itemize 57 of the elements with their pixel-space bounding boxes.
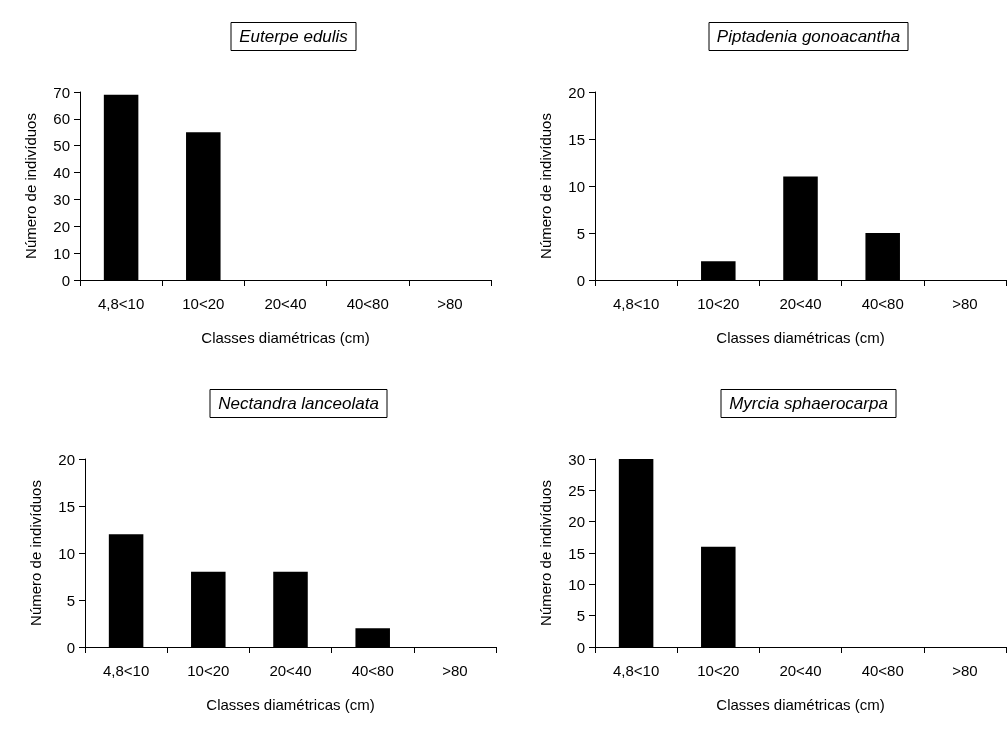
- chart-title: Myrcia sphaerocarpa: [729, 394, 888, 413]
- x-tick-label: 20<40: [779, 662, 822, 679]
- y-tick-label: 10: [53, 244, 70, 262]
- x-tick-label: 40<80: [351, 662, 394, 679]
- y-tick-label: 15: [568, 130, 585, 148]
- y-tick-label: 0: [576, 271, 585, 289]
- x-axis-title: Classes diamétricas (cm): [206, 696, 375, 713]
- x-tick-label: 40<80: [861, 662, 904, 679]
- x-axis-title: Classes diamétricas (cm): [716, 329, 885, 346]
- x-tick-label: >80: [952, 662, 978, 679]
- y-tick-label: 60: [53, 110, 70, 128]
- y-tick-label: 10: [58, 544, 75, 562]
- y-tick-label: 20: [58, 450, 75, 468]
- y-tick-label: 20: [568, 513, 585, 531]
- y-tick-label: 70: [53, 83, 70, 101]
- chart-title: Piptadenia gonoacantha: [716, 27, 901, 46]
- x-tick-label: 4,8<10: [97, 295, 145, 312]
- y-tick-label: 20: [568, 83, 585, 101]
- y-tick-label: 0: [61, 271, 70, 289]
- x-tick-label: 40<80: [346, 295, 389, 312]
- x-tick-label: >80: [442, 662, 468, 679]
- x-tick-label: 10<20: [697, 662, 740, 679]
- y-tick-label: 5: [66, 591, 75, 609]
- y-tick-label: 40: [53, 164, 70, 182]
- x-tick-label: 4,8<10: [102, 662, 150, 679]
- y-tick-label: 20: [53, 217, 70, 235]
- x-tick-label: 40<80: [861, 295, 904, 312]
- y-tick-label: 30: [568, 450, 585, 468]
- y-tick-label: 10: [568, 575, 585, 593]
- y-tick-label: 15: [568, 544, 585, 562]
- y-tick-label: 30: [53, 190, 70, 208]
- y-tick-label: 0: [66, 638, 75, 656]
- y-axis-title: Número de indivíduos: [22, 113, 39, 259]
- y-tick-label: 5: [576, 224, 585, 242]
- y-axis-title: Número de indivíduos: [537, 113, 554, 259]
- y-axis-title: Número de indivíduos: [27, 480, 44, 626]
- y-tick-label: 10: [568, 177, 585, 195]
- x-tick-label: 10<20: [187, 662, 230, 679]
- x-axis-title: Classes diamétricas (cm): [201, 329, 370, 346]
- x-tick-label: 10<20: [182, 295, 225, 312]
- chart-title: Nectandra lanceolata: [218, 394, 379, 413]
- x-tick-label: 4,8<10: [612, 295, 660, 312]
- y-tick-label: 0: [576, 638, 585, 656]
- y-tick-label: 5: [576, 607, 585, 625]
- x-tick-label: 20<40: [264, 295, 307, 312]
- y-tick-label: 15: [58, 497, 75, 515]
- x-tick-label: 20<40: [779, 295, 822, 312]
- y-tick-label: 25: [568, 481, 585, 499]
- y-tick-label: 50: [53, 137, 70, 155]
- x-tick-label: 10<20: [697, 295, 740, 312]
- x-tick-label: >80: [437, 295, 463, 312]
- chart-title: Euterpe edulis: [239, 27, 349, 46]
- x-axis-title: Classes diamétricas (cm): [716, 696, 885, 713]
- x-tick-label: >80: [952, 295, 978, 312]
- x-tick-label: 4,8<10: [612, 662, 660, 679]
- x-tick-label: 20<40: [269, 662, 312, 679]
- y-axis-title: Número de indivíduos: [537, 480, 554, 626]
